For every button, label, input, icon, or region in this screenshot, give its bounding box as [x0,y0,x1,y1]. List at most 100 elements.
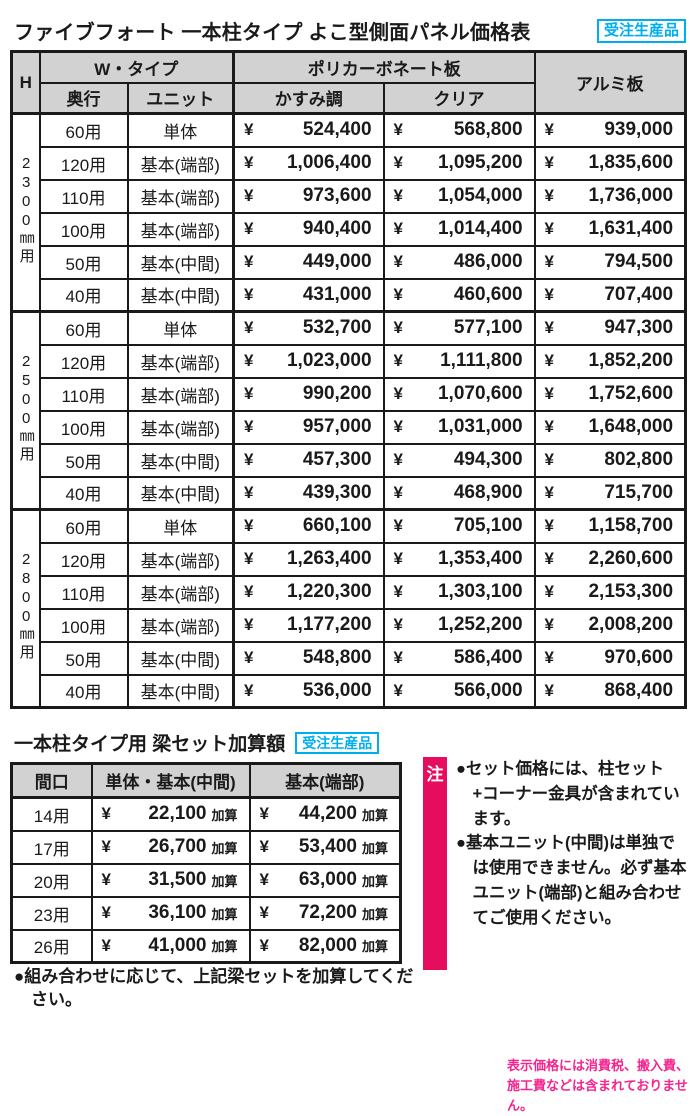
price-amount: 939,000 [604,119,674,141]
col-header-end: 基本(端部) [248,762,402,799]
price-amount: 468,900 [453,481,523,503]
unit-cell: 基本(中間) [126,640,235,676]
unit-cell: 基本(端部) [126,607,235,643]
beam-surcharge-table: 間口 単体・基本(中間) 基本(端部) 14用 ¥22,100 加算 ¥44,20… [10,762,402,964]
yen-sign: ¥ [101,935,111,955]
depth-cell: 50用 [38,442,129,478]
price-amount: 990,200 [302,383,372,404]
table-row: 120用 基本(端部) ¥1,263,400 ¥1,353,400 ¥2,260… [12,541,687,577]
order-badge: 受注生産品 [295,731,380,754]
height-group-2800: 2800㎜用 60用 単体 ¥660,100 ¥705,100 ¥1,158,7… [10,508,687,709]
height-label-cell: 2800㎜用 [10,508,41,709]
price-clear-cell: ¥1,303,100 [382,574,536,610]
beam-section-title-row: 一本柱タイプ用 梁セット加算額 受注生産品 [14,729,380,756]
depth-cell: 60用 [38,112,129,148]
price-kasumi-cell: ¥449,000 [232,244,385,280]
note-item: ●基本ユニット(中間)は単独では使用できません。必ず基本ユニット(端部)と組み合… [456,834,687,927]
yen-sign: ¥ [544,351,554,370]
span-cell: 23用 [10,895,93,931]
depth-cell: 100用 [38,607,129,643]
beam-table-row: 14用 ¥22,100 加算 ¥44,200 加算 [10,796,402,832]
price-kasumi-cell: ¥524,400 [232,112,385,148]
table-row: 40用 基本(中間) ¥439,300 ¥468,900 ¥715,700 [12,475,687,511]
price-clear-cell: ¥468,900 [382,475,536,511]
price-amount: 41,000 [148,934,207,956]
price-aluminum-cell: ¥707,400 [533,277,687,313]
beam-table-row: 20用 ¥31,500 加算 ¥63,000 加算 [10,862,402,898]
price-aluminum-cell: ¥2,153,300 [533,574,687,610]
col-header-unit: ユニット [126,81,235,115]
price-amount: 802,800 [604,449,674,470]
price-kasumi-cell: ¥536,000 [232,673,385,709]
yen-sign: ¥ [544,252,554,271]
price-amount: 22,100 [148,803,207,825]
yen-sign: ¥ [393,648,403,667]
table-row: 110用 基本(端部) ¥973,600 ¥1,054,000 ¥1,736,0… [12,178,687,214]
beam-footnote: ●組み合わせに応じて、上記梁セットを加算してください。 [14,967,414,1009]
price-kasumi-cell: ¥431,000 [232,277,385,313]
price-aluminum-cell: ¥868,400 [533,673,687,709]
price-clear-cell: ¥1,252,200 [382,607,536,643]
table-row: 50用 基本(中間) ¥548,800 ¥586,400 ¥970,600 [12,640,687,676]
yen-sign: ¥ [244,615,254,634]
price-amount: 707,400 [604,283,674,305]
yen-sign: ¥ [393,219,403,238]
price-amount: 566,000 [453,679,523,701]
surcharge-single-mid-cell: ¥31,500 加算 [90,862,251,898]
yen-sign: ¥ [244,219,254,238]
price-clear-cell: ¥586,400 [382,640,536,676]
yen-sign: ¥ [544,186,554,205]
page-title: ファイブフォート 一本柱タイプ よこ型側面パネル価格表 [14,22,531,44]
price-amount: 2,153,300 [588,581,674,602]
unit-cell: 基本(端部) [126,409,235,445]
span-cell: 20用 [10,862,93,898]
depth-cell: 40用 [38,673,129,709]
unit-cell: 基本(端部) [126,541,235,577]
price-amount: 1,006,400 [286,152,372,173]
depth-cell: 40用 [38,475,129,511]
yen-sign: ¥ [544,284,554,304]
price-aluminum-cell: ¥1,648,000 [533,409,687,445]
price-amount: 1,353,400 [437,548,523,569]
price-clear-cell: ¥705,100 [382,508,536,544]
price-amount: 1,054,000 [437,185,523,206]
add-suffix: 加算 [211,939,238,955]
price-amount: 586,400 [453,647,523,668]
col-header-polycarbonate: ポリカーボネート板 [232,50,536,84]
yen-sign: ¥ [393,252,403,271]
price-amount: 486,000 [453,251,523,272]
price-amount: 868,400 [604,679,674,701]
price-amount: 577,100 [453,317,523,339]
height-label-cell: 2300㎜用 [10,112,41,313]
yen-sign: ¥ [393,450,403,469]
yen-sign: ¥ [393,680,403,700]
surcharge-single-mid-cell: ¥26,700 加算 [90,829,251,865]
depth-cell: 110用 [38,376,129,412]
depth-cell: 120用 [38,541,129,577]
unit-cell: 基本(中間) [126,277,235,313]
yen-sign: ¥ [393,153,403,172]
yen-sign: ¥ [244,351,254,370]
unit-cell: 基本(中間) [126,475,235,511]
height-group-2500: 2500㎜用 60用 単体 ¥532,700 ¥577,100 ¥947,300… [10,310,687,511]
depth-cell: 100用 [38,409,129,445]
price-aluminum-cell: ¥1,835,600 [533,145,687,181]
price-amount: 494,300 [453,449,523,470]
price-amount: 1,852,200 [588,350,674,371]
price-amount: 82,000 [298,934,357,956]
unit-cell: 基本(中間) [126,244,235,280]
yen-sign: ¥ [544,120,554,140]
surcharge-end-cell: ¥53,400 加算 [248,829,402,865]
yen-sign: ¥ [101,837,111,856]
price-clear-cell: ¥1,070,600 [382,376,536,412]
price-clear-cell: ¥1,095,200 [382,145,536,181]
price-amount: 536,000 [302,679,372,701]
unit-cell: 単体 [126,112,235,148]
depth-cell: 120用 [38,145,129,181]
table-row: 120用 基本(端部) ¥1,006,400 ¥1,095,200 ¥1,835… [12,145,687,181]
price-aluminum-cell: ¥715,700 [533,475,687,511]
unit-cell: 単体 [126,508,235,544]
price-amount: 1,095,200 [437,152,523,173]
price-clear-cell: ¥494,300 [382,442,536,478]
price-kasumi-cell: ¥1,177,200 [232,607,385,643]
